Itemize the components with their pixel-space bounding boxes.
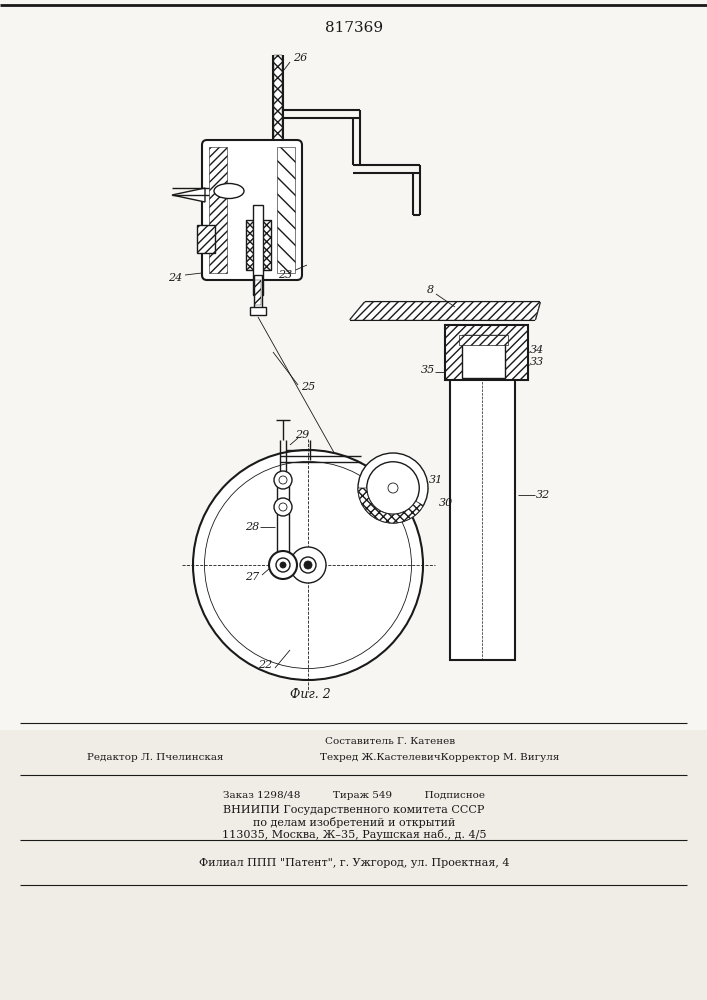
- Text: Заказ 1298/48          Тираж 549          Подписное: Заказ 1298/48 Тираж 549 Подписное: [223, 790, 485, 800]
- Circle shape: [388, 483, 398, 493]
- Polygon shape: [172, 188, 205, 202]
- Text: 29: 29: [295, 430, 309, 440]
- Polygon shape: [358, 488, 423, 523]
- Bar: [445, 325, 528, 380]
- Circle shape: [274, 498, 292, 516]
- Circle shape: [269, 551, 297, 579]
- Text: 23: 23: [278, 270, 292, 280]
- FancyBboxPatch shape: [202, 140, 302, 280]
- Circle shape: [276, 558, 290, 572]
- Text: 35: 35: [421, 365, 435, 375]
- Text: Фиг. 2: Фиг. 2: [290, 688, 330, 702]
- Text: Техред Ж.КастелевичКорректор М. Вигуля: Техред Ж.КастелевичКорректор М. Вигуля: [320, 752, 560, 762]
- Bar: [277, 147, 295, 273]
- Text: по делам изобретений и открытий: по делам изобретений и открытий: [253, 816, 455, 828]
- Bar: [462, 335, 505, 378]
- Ellipse shape: [214, 184, 244, 198]
- Text: 22: 22: [258, 660, 272, 670]
- Circle shape: [193, 450, 423, 680]
- Text: 31: 31: [429, 475, 443, 485]
- Text: Филиал ППП "Патент", г. Ужгород, ул. Проектная, 4: Филиал ППП "Патент", г. Ужгород, ул. Про…: [199, 858, 509, 868]
- Circle shape: [300, 557, 316, 573]
- Bar: [253, 205, 263, 295]
- Circle shape: [358, 453, 428, 523]
- Text: 34: 34: [530, 345, 544, 355]
- Text: 26: 26: [293, 53, 307, 63]
- Polygon shape: [350, 302, 540, 320]
- Bar: [209, 147, 227, 273]
- Circle shape: [274, 471, 292, 489]
- Bar: [246, 220, 271, 270]
- Bar: [0, 0, 707, 730]
- Circle shape: [304, 561, 312, 569]
- Text: 113035, Москва, Ж–35, Раушская наб., д. 4/5: 113035, Москва, Ж–35, Раушская наб., д. …: [222, 828, 486, 840]
- Circle shape: [280, 562, 286, 568]
- Bar: [246, 220, 271, 270]
- Circle shape: [279, 476, 287, 484]
- Text: 24: 24: [168, 273, 182, 283]
- Text: ВНИИПИ Государственного комитета СССР: ВНИИПИ Государственного комитета СССР: [223, 805, 485, 815]
- Text: 33: 33: [530, 357, 544, 367]
- Circle shape: [290, 547, 326, 583]
- Text: 25: 25: [301, 382, 315, 392]
- Circle shape: [279, 503, 287, 511]
- Bar: [250, 307, 266, 315]
- Bar: [254, 275, 262, 310]
- Bar: [197, 225, 215, 253]
- Text: Редактор Л. Пчелинская: Редактор Л. Пчелинская: [87, 752, 223, 762]
- Text: 32: 32: [536, 490, 550, 500]
- Text: 28: 28: [245, 522, 259, 532]
- Bar: [459, 335, 508, 345]
- Circle shape: [367, 462, 419, 514]
- Bar: [445, 325, 528, 380]
- Bar: [450, 330, 515, 660]
- Bar: [255, 280, 261, 305]
- Text: 8: 8: [426, 285, 433, 295]
- Text: 817369: 817369: [325, 21, 383, 35]
- Bar: [197, 225, 215, 253]
- Text: Составитель Г. Катенев: Составитель Г. Катенев: [325, 738, 455, 746]
- Bar: [274, 55, 282, 145]
- Text: 30: 30: [439, 498, 453, 508]
- Text: 27: 27: [245, 572, 259, 582]
